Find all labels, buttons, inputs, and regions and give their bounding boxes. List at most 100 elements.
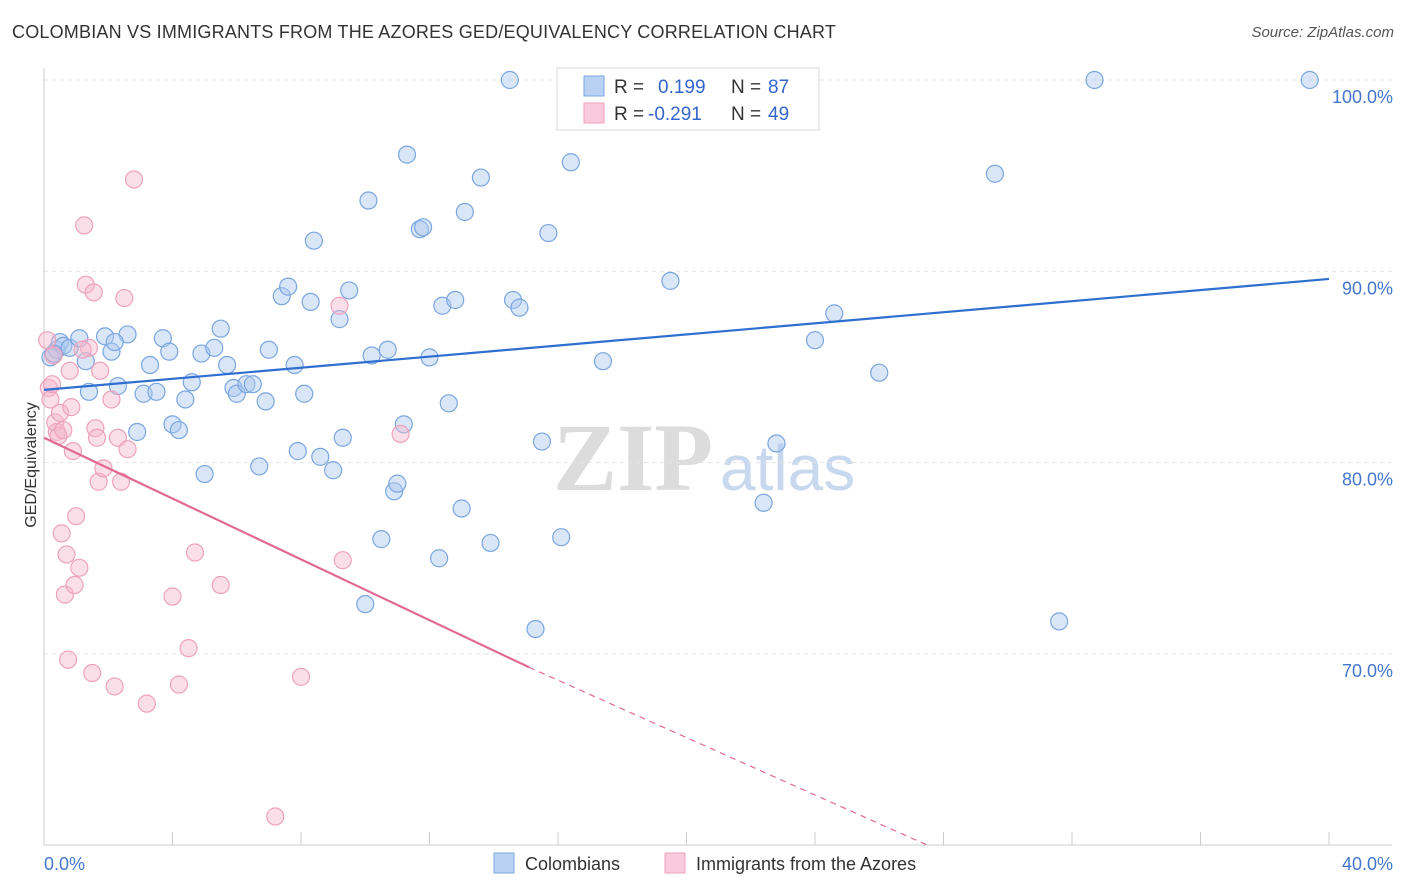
colombians-point <box>272 287 291 306</box>
azores-trend-extension <box>528 666 928 846</box>
correlation-legend: R = 0.199 N = 87 R = -0.291 N = 49 <box>556 67 820 131</box>
colombians-point <box>218 355 237 375</box>
azores-point <box>102 390 121 409</box>
azores-point <box>50 403 70 422</box>
colombians-point <box>195 464 214 484</box>
azores-point <box>55 585 74 604</box>
azores-point <box>60 361 79 380</box>
colombians-point <box>279 277 298 296</box>
azores-point <box>65 575 84 595</box>
series-colombians-points <box>41 70 1319 639</box>
colombians-point <box>160 342 179 361</box>
colombians-point <box>295 384 314 403</box>
grid-lines <box>44 79 1392 655</box>
colombians-point <box>372 530 391 549</box>
colombians-point <box>79 382 99 401</box>
legend-label-azores: Immigrants from the Azores <box>696 854 916 874</box>
colombians-point <box>105 332 124 352</box>
colombians-point <box>510 298 529 317</box>
colombians-point <box>256 392 275 411</box>
axes <box>43 68 1392 846</box>
colombians-point <box>311 447 330 466</box>
azores-point <box>391 424 410 444</box>
trend-lines <box>43 277 1330 846</box>
colombians-point <box>439 394 458 413</box>
legend-r-label-2: R = <box>614 104 644 125</box>
colombians-point <box>481 533 500 553</box>
colombians-point <box>237 375 256 394</box>
colombians-point <box>70 329 89 348</box>
watermark-zip: ZIP <box>553 404 713 511</box>
azores-point <box>330 296 349 315</box>
colombians-point <box>397 145 417 164</box>
legend-label-colombians: Colombians <box>525 854 620 874</box>
azores-point <box>57 545 76 564</box>
azores-point <box>333 551 352 570</box>
colombians-point <box>593 352 613 371</box>
azores-point <box>75 216 94 235</box>
azores-point <box>115 288 134 308</box>
watermark-atlas: atlas <box>720 432 855 504</box>
colombians-point <box>526 619 545 639</box>
colombians-point <box>825 304 844 323</box>
y-tick-label: 100.0% <box>1332 87 1393 107</box>
azores-point <box>38 331 57 350</box>
colombians-point <box>340 281 359 300</box>
legend-n-value-2: 49 <box>768 104 789 125</box>
azores-point <box>67 507 86 526</box>
colombians-point <box>243 375 262 394</box>
azores-trend-line <box>43 436 530 669</box>
x-tick-label-max: 40.0% <box>1342 854 1393 874</box>
chart-source: Source: ZipAtlas.com <box>1251 24 1394 41</box>
series-legend: Colombians Immigrants from the Azores <box>493 852 916 874</box>
azores-point <box>70 558 89 577</box>
colombians-point <box>169 420 189 440</box>
colombians-point <box>388 474 407 493</box>
legend-swatch-colombians <box>493 852 515 874</box>
azores-point <box>84 283 103 302</box>
colombians-point <box>359 191 378 210</box>
colombians-point <box>362 346 381 365</box>
legend-r-label-1: R = <box>614 77 644 98</box>
colombians-point <box>140 355 160 375</box>
colombians-point <box>1085 70 1104 90</box>
azores-point <box>179 639 198 658</box>
colombians-point <box>561 153 580 172</box>
azores-point <box>185 543 205 562</box>
azores-point <box>52 524 71 543</box>
colombians-point <box>76 352 95 371</box>
series-azores-points <box>38 170 410 826</box>
colombians-point <box>176 390 195 409</box>
legend-r-value-2: -0.291 <box>648 104 702 125</box>
colombians-point <box>870 363 889 382</box>
colombians-point <box>54 336 73 356</box>
colombians-point <box>452 499 471 518</box>
azores-point <box>54 420 73 440</box>
colombians-point <box>410 220 429 239</box>
colombians-point <box>330 310 349 329</box>
azores-point <box>163 587 182 606</box>
y-tick-label: 80.0% <box>1342 470 1393 490</box>
colombians-trend-line <box>43 277 1330 392</box>
colombians-point <box>552 528 571 547</box>
legend-r-value-1: 0.199 <box>658 77 706 98</box>
colombians-point <box>661 271 680 290</box>
azores-point <box>291 667 311 686</box>
azores-point <box>124 170 144 189</box>
colombians-point <box>413 218 433 237</box>
colombians-point <box>500 70 519 90</box>
colombians-point <box>324 461 343 480</box>
tick-labels: 70.0% 80.0% 90.0% 100.0% 0.0% 40.0% <box>44 87 1393 874</box>
colombians-point <box>333 428 352 447</box>
azores-point <box>79 338 99 357</box>
colombians-point <box>455 202 474 222</box>
azores-point <box>73 340 92 359</box>
azores-point <box>58 650 78 669</box>
colombians-point <box>985 164 1005 183</box>
colombians-point <box>227 384 246 403</box>
chart-title: COLOMBIAN VS IMMIGRANTS FROM THE AZORES … <box>12 22 837 42</box>
azores-point <box>44 346 63 365</box>
colombians-point <box>147 382 166 401</box>
colombians-point <box>102 342 121 361</box>
